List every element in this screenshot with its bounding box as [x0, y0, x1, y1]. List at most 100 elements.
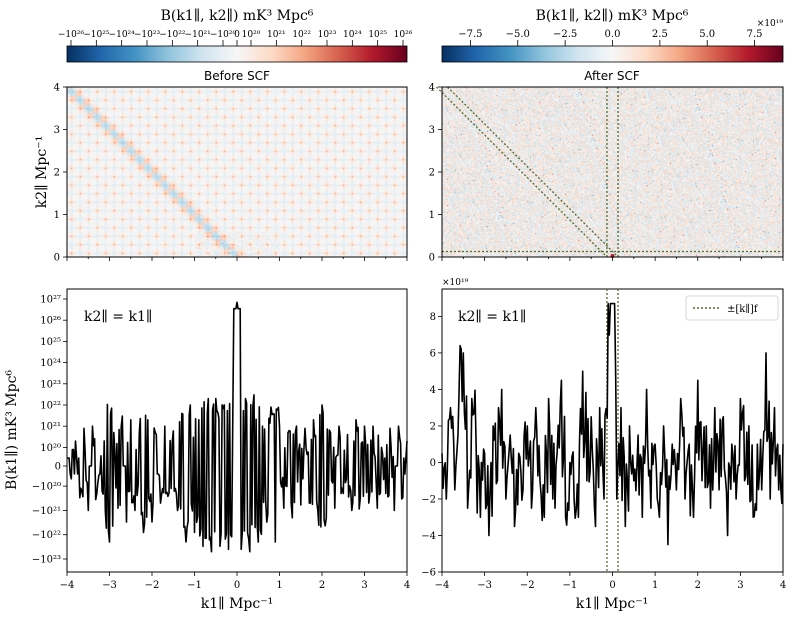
y-tick-label: −10²³	[32, 555, 61, 566]
colorbar-left	[66, 45, 408, 63]
line-after-legend: ±[k∥]f	[685, 295, 779, 321]
x-tick-label: −1	[187, 580, 202, 591]
mask-line-diagonal	[435, 86, 608, 258]
heatmap-after-ticks: 0 1 2 3 4	[429, 83, 784, 264]
y-tick-label: −6	[421, 568, 436, 579]
y-tick-label: −4	[421, 531, 436, 542]
colorbar-right-tick-label: 7.5	[747, 29, 763, 40]
heatmap-before-ticks: 0 1 2 3 4	[54, 83, 408, 264]
legend-label: ±[k∥]f	[727, 303, 759, 315]
y-tick-label: −2	[421, 494, 436, 505]
x-tick-label: 4	[780, 580, 786, 591]
line-before-xlabel: k1∥ Mpc⁻¹	[201, 596, 273, 612]
y-tick-label: −10²⁰	[32, 482, 61, 493]
colorbar-right-label: B(k1∥, k2∥) mK³ Mpc⁶	[536, 8, 689, 24]
colorbar-left-tick-label: 10²⁵	[368, 30, 387, 40]
y-tick-label: 4	[54, 83, 60, 94]
y-tick-label: 10²⁶	[40, 316, 61, 327]
x-tick-label: 3	[737, 580, 743, 591]
line-before-series	[67, 301, 408, 553]
y-tick-label: 8	[430, 312, 436, 323]
heatmap-after	[442, 87, 783, 257]
x-tick-label: −3	[102, 580, 117, 591]
colorbar-left-tick-label: −10²³	[134, 30, 161, 40]
line-after-series	[441, 302, 784, 546]
colorbar-left-tick-label: 10²¹	[267, 30, 286, 40]
x-tick-label: 2	[695, 580, 701, 591]
colorbar-right-tick-label: −7.5	[458, 29, 482, 40]
line-before-ylabel: B(k1∥) mK³ Mpc⁶	[4, 370, 20, 490]
heatmap-before	[67, 87, 407, 257]
y-tick-label: 10²¹	[40, 422, 61, 433]
y-tick-label: 1	[54, 210, 60, 221]
y-tick-label: 10²²	[40, 401, 61, 412]
y-tick-label: 2	[54, 168, 60, 179]
colorbar-left-label: B(k1∥, k2∥) mK³ Mpc⁶	[161, 8, 314, 24]
colorbar-left-tick-label: 10²²	[292, 30, 311, 40]
x-tick-label: 0	[234, 580, 240, 591]
x-tick-label: −1	[563, 580, 578, 591]
y-tick-label: 3	[54, 125, 60, 136]
colorbar-right-tick-label: −5.0	[506, 29, 530, 40]
colorbar-right-tick-label: 0.0	[605, 29, 621, 40]
colorbar-left-tick-label: −10²⁶	[58, 30, 85, 40]
mask-line-diagonal	[447, 86, 619, 258]
y-tick-label: 10²³	[40, 379, 61, 390]
x-tick-label: −4	[60, 580, 75, 591]
x-tick-label: 0	[609, 580, 615, 591]
heatmap-after-title: After SCF	[584, 69, 640, 83]
line-after-xlabel: k1∥ Mpc⁻¹	[576, 596, 648, 612]
y-tick-label: 10²⁷	[40, 295, 61, 306]
y-tick-label: 10²⁵	[40, 337, 61, 348]
x-tick-label: −2	[145, 580, 160, 591]
x-tick-label: 4	[404, 580, 410, 591]
x-tick-label: −2	[520, 580, 535, 591]
colorbar-right-multiplier: ×10¹⁹	[757, 19, 784, 29]
colorbar-left-tick-label: 10²³	[318, 30, 337, 40]
line-after-multiplier: ×10¹⁹	[442, 278, 469, 288]
y-tick-label: 4	[429, 83, 435, 94]
y-tick-label: 2	[430, 421, 436, 432]
colorbar-left-tick-label: 10²⁰	[242, 30, 261, 40]
line-before-plot: 10²⁷ 10²⁶ 10²⁵ 10²⁴ 10²³ 10²² 10²¹ 10²⁰ 0 −10²⁰ −1…	[32, 295, 410, 592]
colorbar-left-tick-label: −10²⁴	[109, 30, 136, 40]
x-tick-label: 3	[361, 580, 367, 591]
x-tick-label: 1	[276, 580, 282, 591]
y-tick-label: 10²⁴	[40, 358, 61, 369]
colorbar-left-tick-label: −10²²	[159, 30, 186, 40]
y-tick-label: 10²⁰	[40, 443, 61, 454]
colorbar-left-tick-label: 10²⁶	[394, 30, 413, 40]
line-after-annotation: k2∥ = k1∥	[458, 309, 526, 325]
colorbar-left-tick-label: −10²⁵	[83, 30, 110, 40]
x-tick-label: −4	[435, 580, 450, 591]
y-tick-label: 2	[429, 168, 435, 179]
y-tick-label: 4	[430, 385, 436, 396]
line-before-annotation: k2∥ = k1∥	[84, 309, 152, 325]
y-tick-label: −10²¹	[32, 506, 61, 517]
y-tick-label: −10²²	[32, 530, 61, 541]
heatmap-after-mask-lines	[435, 86, 783, 258]
colorbar-right-tick-label: 5.0	[699, 29, 715, 40]
y-tick-label: 0	[429, 253, 435, 264]
y-tick-label: 3	[429, 125, 435, 136]
colorbar-left-tick-label: 0	[234, 30, 240, 40]
y-tick-label: 6	[430, 348, 436, 359]
colorbar-right-ticks: −7.5 −5.0 −2.5 0.0 2.5 5.0 7.5	[458, 29, 763, 46]
x-tick-label: −3	[477, 580, 492, 591]
x-tick-label: 2	[319, 580, 325, 591]
heatmap-before-title: Before SCF	[204, 69, 270, 83]
colorbar-left-tick-label: 10²⁴	[343, 30, 362, 40]
y-tick-label: 0	[54, 253, 60, 264]
heatmap-ylabel: k2∥ Mpc⁻¹	[34, 136, 50, 208]
colorbar-left-tick-label: −10²⁰	[210, 30, 237, 40]
colorbar-right	[441, 45, 784, 63]
x-tick-label: 1	[652, 580, 658, 591]
colorbar-left-tick-label: −10²¹	[185, 30, 211, 40]
y-tick-label: 1	[429, 210, 435, 221]
colorbar-right-tick-label: 2.5	[652, 29, 668, 40]
y-tick-label: 0	[55, 462, 61, 473]
y-tick-label: 0	[430, 458, 436, 469]
